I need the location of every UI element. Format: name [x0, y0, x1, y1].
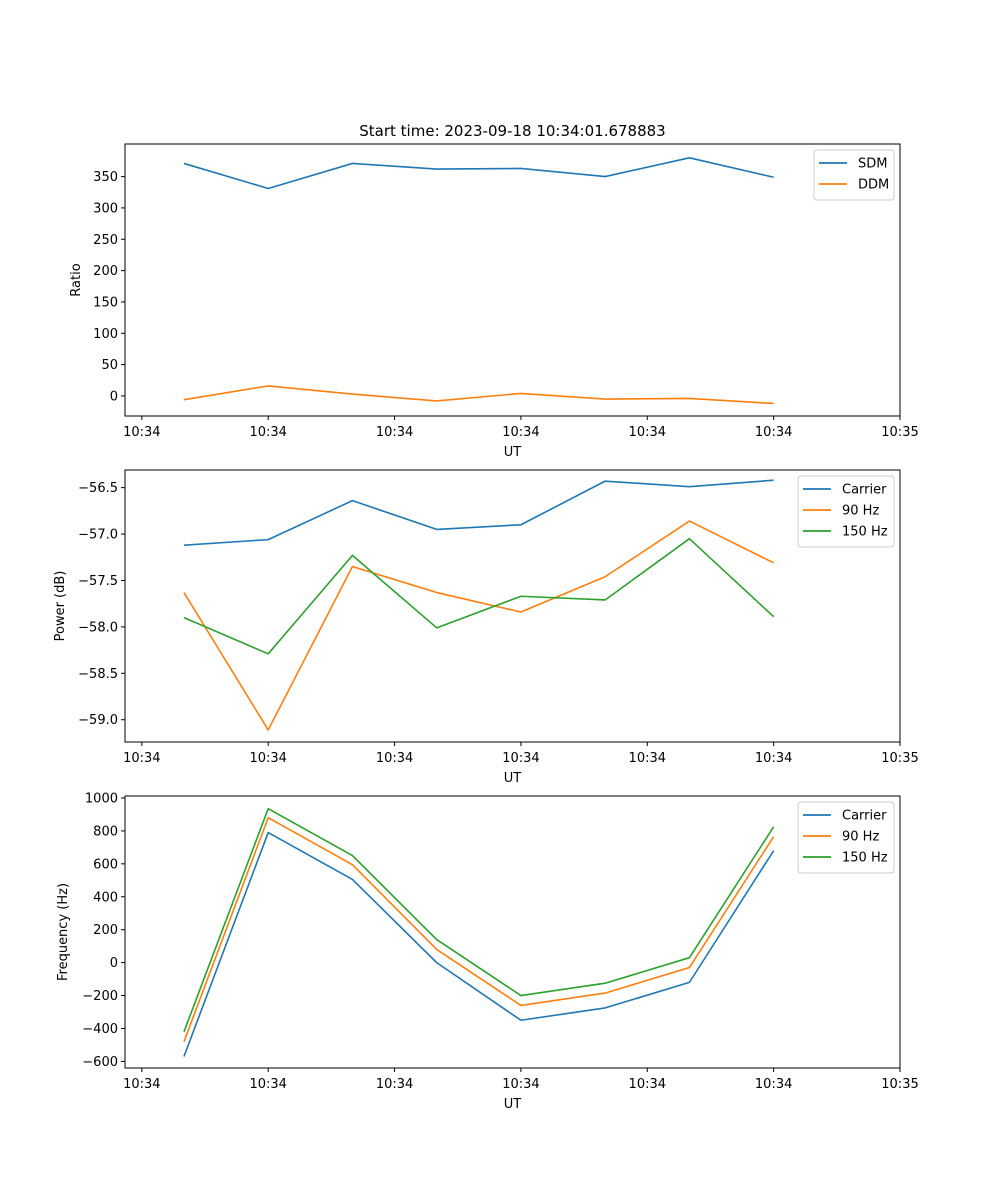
legend-label-frequency-90-hz: 90 Hz: [842, 830, 879, 845]
legend-label-power-90-hz: 90 Hz: [842, 504, 879, 519]
y-tick-label-ratio: 100: [93, 327, 118, 342]
y-tick-label-ratio: 250: [93, 233, 118, 248]
y-tick-label-power: −58.5: [78, 667, 118, 682]
plot-frame-power: [124, 469, 901, 743]
x-tick-label-frequency: 10:34: [376, 1077, 413, 1092]
y-tick-label-power: −57.0: [78, 528, 118, 543]
legend-box-frequency: [797, 801, 895, 874]
plot-marks-power: 10:34 10:34 10:34 10:34 10:34 10:34 10:35 −59.0…: [78, 475, 919, 766]
series-line-frequency-150-hz: [183, 807, 775, 1033]
y-tick-label-frequency: 400: [93, 890, 118, 905]
y-tick-label-power: −59.0: [78, 713, 118, 728]
y-tick-label-ratio: 0: [110, 389, 118, 404]
x-tick-label-frequency: 10:34: [123, 1077, 160, 1092]
x-tick-label-ratio: 10:34: [755, 425, 792, 440]
x-tick-label-frequency: 10:34: [502, 1077, 539, 1092]
subplot-ratio: UT Ratio 10:34 10:34 10:34 10:34 10:34 10:34 1…: [69, 143, 919, 460]
legend-label-power-carrier: Carrier: [842, 483, 887, 498]
plot-frame-frequency: [124, 795, 901, 1069]
x-tick-label-ratio: 10:34: [123, 425, 160, 440]
y-tick-label-power: −58.0: [78, 620, 118, 635]
y-tick-label-frequency: 600: [93, 857, 118, 872]
y-tick-label-frequency: 800: [93, 824, 118, 839]
y-tick-label-ratio: 350: [93, 170, 118, 185]
legend-label-frequency-carrier: Carrier: [842, 809, 887, 824]
x-axis-label-ratio: UT: [504, 445, 522, 460]
series-line-power-90-hz: [183, 520, 774, 731]
x-tick-label-power: 10:35: [881, 751, 918, 766]
x-tick-label-power: 10:34: [755, 751, 792, 766]
series-line-frequency-carrier: [183, 831, 775, 1057]
series-line-ratio-ddm: [183, 385, 774, 405]
legend-label-ratio-sdm: SDM: [858, 157, 887, 172]
y-tick-label-ratio: 150: [93, 295, 118, 310]
y-tick-label-frequency: 200: [93, 923, 118, 938]
figure-title: Start time: 2023-09-18 10:34:01.678883: [359, 122, 665, 140]
y-tick-label-ratio: 50: [101, 358, 118, 373]
x-tick-label-ratio: 10:34: [502, 425, 539, 440]
legend-label-power-150-hz: 150 Hz: [842, 525, 888, 540]
y-tick-label-power: −57.5: [78, 574, 118, 589]
x-tick-label-ratio: 10:34: [249, 425, 286, 440]
x-tick-label-frequency: 10:34: [755, 1077, 792, 1092]
x-axis-label-frequency: UT: [504, 1097, 522, 1112]
plot-marks-frequency: 10:34 10:34 10:34 10:34 10:34 10:34 10:35 −600 −…: [82, 791, 918, 1092]
y-tick-label-frequency: 0: [110, 956, 118, 971]
legend-label-frequency-150-hz: 150 Hz: [842, 851, 888, 866]
y-tick-label-ratio: 200: [93, 264, 118, 279]
x-tick-label-frequency: 10:34: [629, 1077, 666, 1092]
plot-frame-ratio: [124, 143, 901, 417]
x-tick-label-power: 10:34: [123, 751, 160, 766]
subplot-power: UT Power (dB) 10:34 10:34 10:34 10:34 10:34 1…: [53, 469, 919, 786]
subplot-frequency: UT Frequency (Hz) 10:34 10:34 10:34 10:34 10…: [56, 791, 919, 1112]
x-tick-label-power: 10:34: [376, 751, 413, 766]
x-tick-label-power: 10:34: [502, 751, 539, 766]
x-tick-label-ratio: 10:34: [376, 425, 413, 440]
y-tick-label-ratio: 300: [93, 201, 118, 216]
y-tick-label-frequency: −200: [82, 989, 118, 1004]
legend-label-ratio-ddm: DDM: [858, 178, 889, 193]
series-line-power-carrier: [183, 479, 774, 546]
series-line-ratio-sdm: [183, 156, 774, 190]
y-tick-label-frequency: −400: [82, 1022, 118, 1037]
series-line-power-150-hz: [183, 537, 775, 655]
x-axis-label-power: UT: [504, 771, 522, 786]
x-tick-label-power: 10:34: [629, 751, 666, 766]
x-tick-label-power: 10:34: [249, 751, 286, 766]
y-tick-label-frequency: 1000: [85, 791, 118, 806]
x-tick-label-ratio: 10:35: [881, 425, 918, 440]
y-axis-label-power: Power (dB): [53, 571, 68, 642]
y-tick-label-frequency: −600: [82, 1055, 118, 1070]
y-axis-label-frequency: Frequency (Hz): [56, 883, 71, 981]
y-tick-label-power: −56.5: [78, 481, 118, 496]
series-line-frequency-90-hz: [183, 816, 775, 1042]
legend-box-power: [797, 475, 895, 548]
plot-marks-ratio: 10:34 10:34 10:34 10:34 10:34 10:34 10:35 0 50 10…: [93, 149, 919, 440]
x-tick-label-frequency: 10:34: [249, 1077, 286, 1092]
y-axis-label-ratio: Ratio: [69, 263, 84, 296]
x-tick-label-frequency: 10:35: [881, 1077, 918, 1092]
x-tick-label-ratio: 10:34: [629, 425, 666, 440]
